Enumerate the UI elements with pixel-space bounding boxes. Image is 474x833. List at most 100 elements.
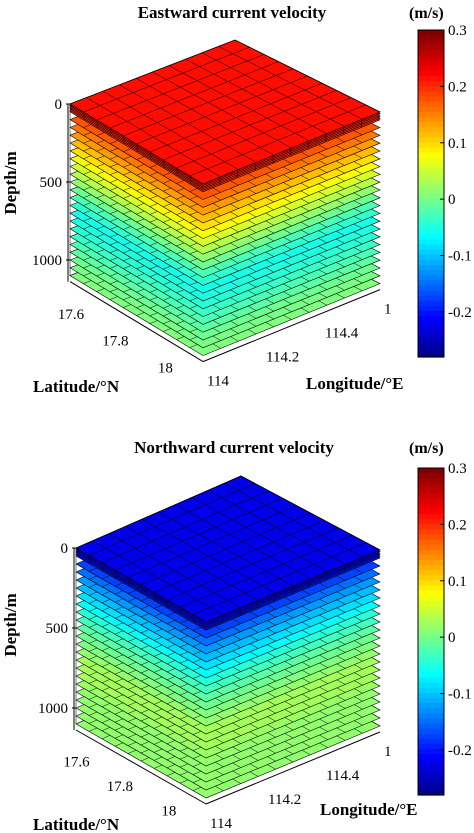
colorbar-segment: [418, 478, 444, 484]
colorbar-segment: [418, 305, 444, 312]
colorbar-segment: [418, 311, 444, 317]
slice-grid-line: [174, 504, 311, 580]
colorbar-segment: [418, 570, 444, 576]
colorbar-segment: [418, 157, 444, 164]
colorbar-segment: [418, 641, 444, 648]
colorbar-segment: [418, 519, 444, 525]
colorbar-segment: [418, 341, 444, 348]
colorbar-segment: [418, 326, 444, 333]
colorbar-segment: [418, 167, 444, 174]
colorbar-segment: [418, 300, 444, 307]
colorbar-segment: [418, 173, 444, 179]
x-axis-line: [205, 731, 381, 805]
colorbar-segment: [418, 275, 444, 281]
slice-grid-line: [176, 97, 352, 169]
colorbar-segment: [418, 132, 444, 138]
colorbar-segment: [418, 142, 444, 149]
slice-layers: [67, 39, 381, 363]
colorbar-segment: [418, 508, 444, 515]
colorbar-segment: [418, 208, 444, 215]
colorbar-segment: [418, 188, 444, 195]
colorbar-segment: [418, 346, 444, 353]
colorbar-segment: [418, 183, 444, 189]
colorbar-segment: [418, 626, 444, 633]
colorbar-segment: [418, 40, 444, 46]
colorbar-tick-label: -0.2: [448, 743, 472, 759]
z-axis-label: Depth/m: [1, 593, 20, 656]
colorbar-segment: [418, 498, 444, 505]
colorbar-segment: [418, 646, 444, 653]
x-tick-label: 114: [210, 816, 232, 832]
tick-labels: 0 500 1000 17.6 17.8 18 114 114.2 114.4 1: [38, 541, 392, 832]
colorbar-tick-label: -0.1: [448, 687, 472, 703]
slice-grid-line: [189, 104, 366, 177]
colorbar-frame: [417, 29, 445, 358]
colorbar-segment: [418, 116, 444, 123]
colorbar-tick-label: 0.1: [448, 574, 467, 590]
z-tick-label: 1000: [38, 701, 68, 717]
colorbar-segment: [418, 254, 444, 261]
x-tick-label: 1: [384, 302, 392, 318]
colorbar-segment: [418, 600, 444, 607]
x-tick-label: 114.2: [268, 792, 301, 808]
colorbar-segment: [418, 636, 444, 643]
colorbar-segment: [418, 111, 444, 118]
colorbar-frame: [417, 467, 445, 796]
colorbar-unit-label: (m/s): [409, 440, 444, 457]
colorbar-segment: [418, 285, 444, 292]
colorbar-segment: [418, 106, 444, 113]
colorbar-segment: [418, 101, 444, 108]
y-tick-label: 18: [161, 804, 176, 820]
colorbar-segment: [418, 336, 444, 343]
colorbar-segment: [418, 316, 444, 322]
colorbar-segment: [418, 50, 444, 57]
slice-grid-line: [149, 82, 323, 153]
slice-grid-line: [179, 534, 353, 608]
colorbar-segment: [418, 672, 444, 679]
colorbar-segment: [418, 718, 444, 725]
slice-grid-line: [152, 71, 292, 149]
depth-slice-layer: [69, 39, 381, 185]
colorbar-segment: [418, 224, 444, 230]
slice-grid-line: [191, 497, 328, 572]
y-tick-label: 17.6: [58, 307, 85, 323]
colorbar-segment: [418, 290, 444, 297]
slice-grid-line: [192, 542, 367, 615]
z-axis-label: Depth/m: [1, 151, 20, 214]
colorbar-segment: [418, 198, 444, 205]
northward-panel: Northward current velocity Depth/m Latit…: [1, 438, 472, 833]
colorbar-tick-label: 0: [448, 630, 456, 646]
colorbar-segment: [418, 75, 444, 82]
x-axis-label: Longitude/°E: [306, 374, 404, 393]
chart-title: Northward current velocity: [134, 438, 334, 457]
y-axis-line: [75, 729, 207, 805]
colorbar-segment: [418, 249, 444, 256]
colorbar-segment: [418, 91, 444, 98]
colorbar-segment: [418, 96, 444, 103]
colorbar-segment: [418, 239, 444, 246]
colorbar-segment: [418, 503, 444, 510]
colorbar-segment: [418, 697, 444, 704]
colorbar-segment: [418, 769, 444, 776]
colorbar-segment: [418, 178, 444, 184]
colorbar-segment: [418, 265, 444, 271]
colorbar-segment: [418, 45, 444, 52]
colorbar-segment: [418, 351, 444, 358]
x-tick-label: 1: [384, 744, 392, 760]
colorbar-segment: [418, 219, 444, 225]
colorbar-segment: [418, 662, 444, 668]
slice-grid-line: [207, 490, 346, 565]
z-tick-label: 500: [46, 621, 69, 637]
colorbar-segment: [418, 193, 444, 200]
colorbar-tick-label: -0.1: [448, 249, 472, 265]
colorbar-segment: [418, 524, 444, 530]
depth-slice-layer: [75, 475, 381, 623]
eastward-panel: Eastward current velocity Depth/m Latitu…: [1, 3, 472, 396]
y-axis-label: Latitude/°N: [33, 377, 120, 396]
y-axis-line: [69, 281, 204, 363]
colorbar-segment: [418, 590, 444, 597]
x-tick-label: 114.2: [266, 350, 299, 366]
colorbar-segment: [418, 473, 444, 479]
x-tick-label: 114: [207, 374, 229, 390]
